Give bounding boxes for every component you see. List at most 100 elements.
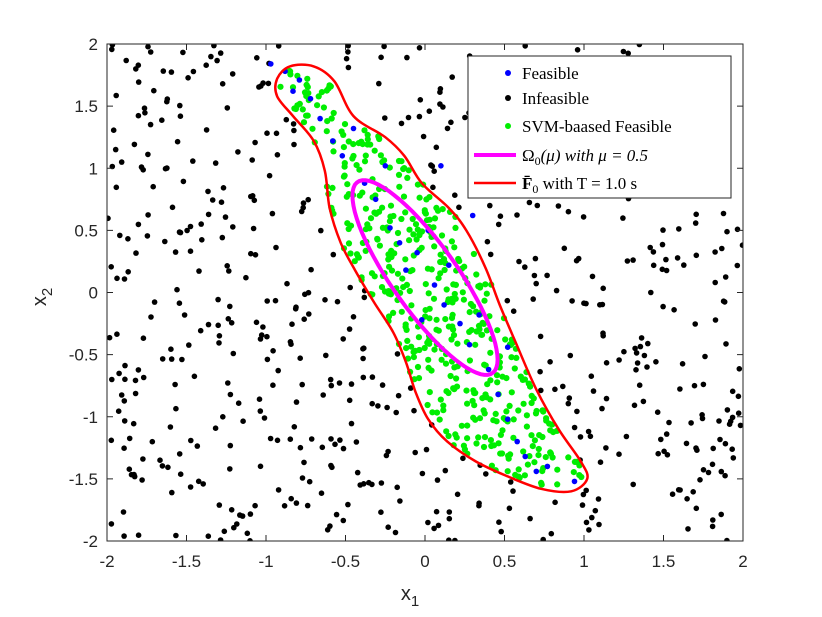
infeasible-point bbox=[683, 440, 690, 447]
infeasible-point bbox=[159, 356, 166, 362]
infeasible-point bbox=[416, 45, 423, 51]
infeasible-point bbox=[235, 149, 241, 155]
svm-feasible-point bbox=[521, 376, 529, 383]
svm-feasible-point bbox=[524, 461, 532, 468]
infeasible-point bbox=[581, 300, 587, 307]
infeasible-point bbox=[306, 478, 313, 485]
infeasible-point bbox=[552, 386, 558, 393]
infeasible-point bbox=[239, 513, 246, 519]
infeasible-point bbox=[416, 113, 423, 120]
infeasible-point bbox=[131, 471, 137, 478]
infeasible-point bbox=[323, 352, 329, 359]
svm-feasible-point bbox=[386, 218, 393, 225]
infeasible-point bbox=[360, 346, 366, 352]
feasible-point bbox=[476, 312, 482, 318]
svm-feasible-point bbox=[406, 237, 413, 244]
infeasible-point bbox=[381, 44, 387, 50]
feasible-point bbox=[469, 212, 476, 219]
svm-feasible-point bbox=[453, 375, 460, 382]
legend-label-feasible: Feasible bbox=[522, 64, 579, 83]
infeasible-point bbox=[116, 370, 122, 377]
svm-feasible-point bbox=[345, 138, 352, 145]
infeasible-point bbox=[712, 249, 718, 255]
svm-feasible-point bbox=[405, 167, 412, 174]
infeasible-point bbox=[109, 44, 116, 48]
infeasible-point bbox=[533, 280, 539, 287]
ticks-layer: -2 -1.5 -1 -0.5 0 0.5 1 1.5 2 -2 -1.5 -1 -0.5 0 0.5 1 1.… bbox=[69, 35, 748, 571]
infeasible-point bbox=[456, 204, 462, 211]
infeasible-point bbox=[514, 212, 520, 218]
feasible-point bbox=[396, 240, 403, 246]
infeasible-point bbox=[318, 227, 324, 234]
infeasible-point bbox=[169, 489, 175, 496]
infeasible-point bbox=[125, 236, 131, 242]
infeasible-point bbox=[705, 469, 712, 476]
infeasible-point bbox=[219, 81, 226, 87]
svm-feasible-point bbox=[412, 347, 419, 354]
infeasible-point bbox=[151, 87, 157, 94]
svm-feasible-point bbox=[493, 372, 501, 379]
legend-marker-svm bbox=[505, 123, 511, 129]
infeasible-point bbox=[264, 298, 271, 304]
infeasible-point bbox=[219, 234, 226, 241]
svm-feasible-point bbox=[433, 316, 440, 323]
svm-feasible-point bbox=[344, 181, 351, 188]
svm-feasible-point bbox=[398, 215, 405, 223]
infeasible-point bbox=[226, 268, 232, 274]
svm-feasible-point bbox=[445, 432, 452, 440]
infeasible-point bbox=[214, 57, 220, 64]
infeasible-point bbox=[187, 248, 194, 254]
infeasible-point bbox=[251, 197, 258, 204]
infeasible-point bbox=[433, 144, 440, 151]
svm-feasible-point bbox=[289, 84, 297, 91]
infeasible-point bbox=[630, 481, 636, 488]
svm-feasible-point bbox=[554, 481, 561, 488]
svm-feasible-point bbox=[430, 224, 437, 231]
infeasible-point bbox=[669, 491, 676, 498]
svm-feasible-point bbox=[398, 308, 405, 315]
infeasible-point bbox=[507, 479, 514, 485]
infeasible-point bbox=[684, 496, 690, 502]
infeasible-point bbox=[348, 381, 355, 387]
infeasible-point bbox=[718, 468, 725, 475]
infeasible-point bbox=[318, 490, 325, 497]
svm-feasible-point bbox=[431, 346, 438, 353]
infeasible-point bbox=[719, 245, 725, 252]
svm-feasible-point bbox=[330, 109, 337, 117]
infeasible-point bbox=[329, 464, 335, 471]
infeasible-point bbox=[135, 79, 142, 85]
infeasible-point bbox=[140, 335, 147, 342]
infeasible-point bbox=[724, 407, 731, 413]
legend-label-ellipse: Ω0(μ) with μ = 0.5 bbox=[522, 146, 648, 168]
svm-feasible-point bbox=[416, 194, 423, 201]
infeasible-point bbox=[203, 127, 210, 133]
infeasible-point bbox=[444, 125, 451, 132]
svm-feasible-point bbox=[277, 83, 284, 90]
infeasible-point bbox=[537, 368, 543, 375]
svm-feasible-point bbox=[483, 394, 490, 401]
svm-feasible-point bbox=[443, 428, 450, 435]
infeasible-point bbox=[305, 196, 312, 203]
infeasible-point bbox=[420, 133, 427, 140]
infeasible-point bbox=[393, 409, 400, 416]
x-tick-label: 1 bbox=[579, 552, 588, 571]
infeasible-point bbox=[185, 75, 191, 81]
infeasible-point bbox=[121, 445, 127, 452]
infeasible-point bbox=[205, 533, 212, 539]
infeasible-point bbox=[433, 508, 440, 515]
infeasible-point bbox=[552, 499, 558, 506]
svm-feasible-point bbox=[378, 284, 386, 291]
svm-feasible-point bbox=[458, 422, 465, 429]
infeasible-point bbox=[350, 314, 357, 320]
infeasible-point bbox=[677, 386, 683, 392]
svm-feasible-point bbox=[402, 256, 409, 263]
infeasible-point bbox=[216, 502, 223, 508]
svm-feasible-point bbox=[309, 125, 316, 132]
y-tick-label: 0.5 bbox=[74, 221, 98, 240]
svm-feasible-point bbox=[412, 221, 420, 228]
infeasible-point bbox=[172, 249, 179, 255]
x-tick-label: -1 bbox=[258, 552, 273, 571]
infeasible-point bbox=[394, 484, 401, 491]
infeasible-point bbox=[590, 388, 597, 394]
infeasible-point bbox=[235, 400, 242, 407]
